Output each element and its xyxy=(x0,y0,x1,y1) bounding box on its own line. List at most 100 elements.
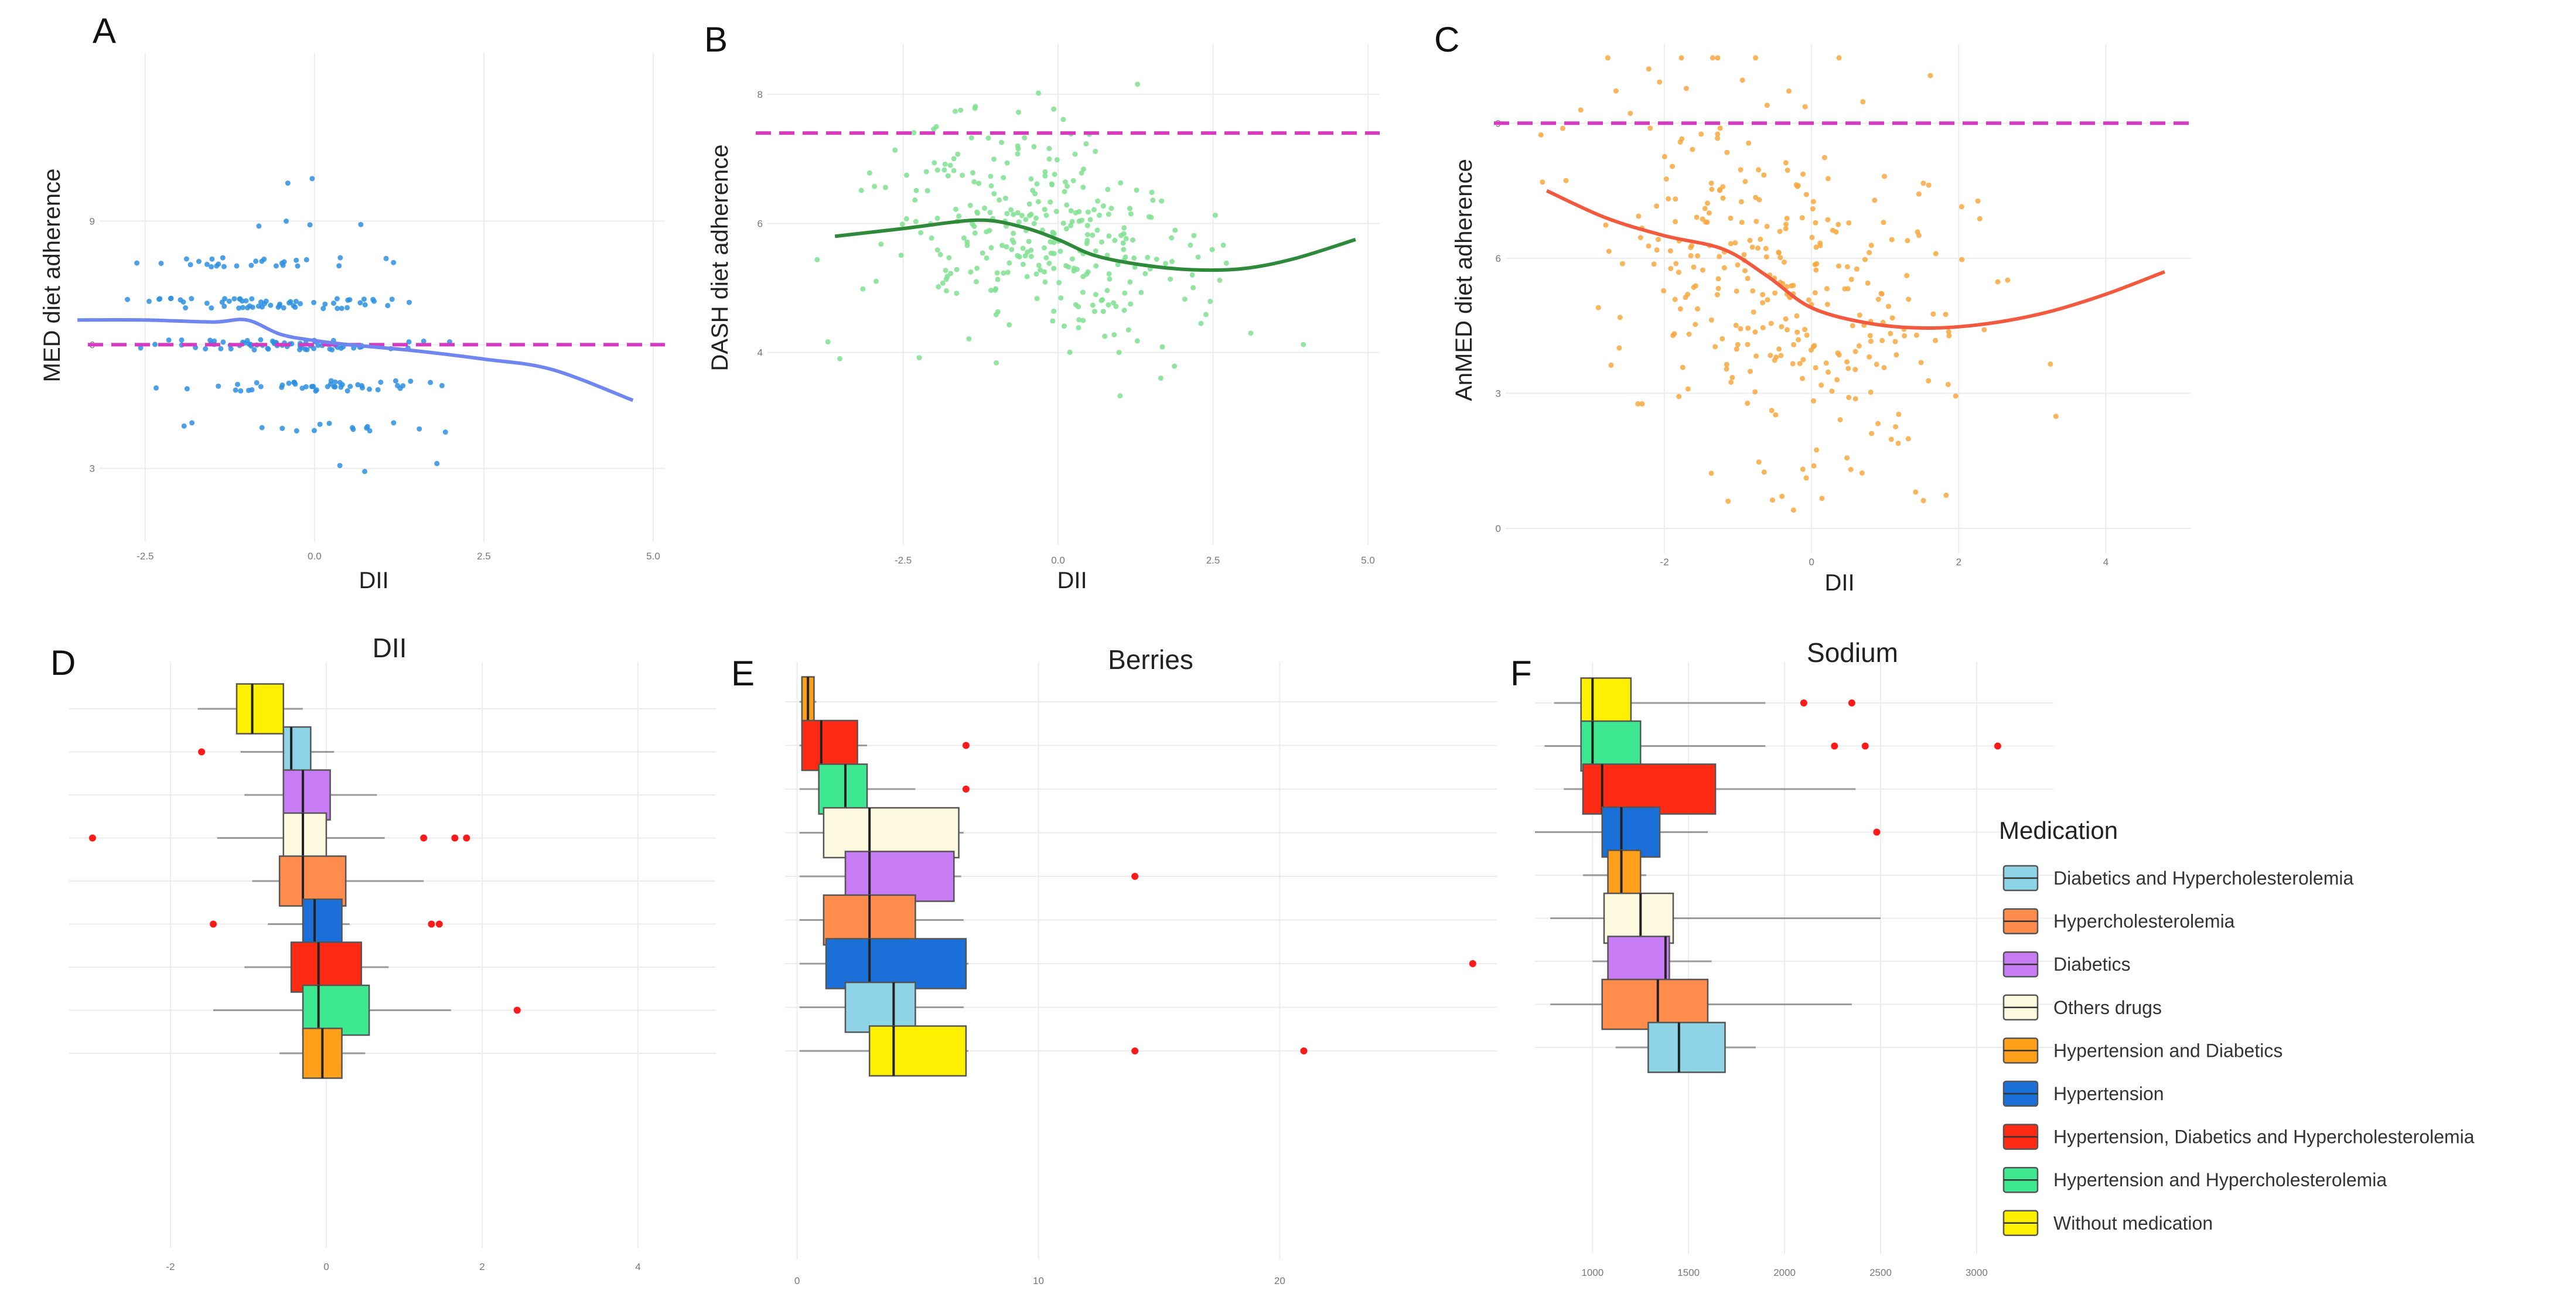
legend-item-label: Hypertension xyxy=(2053,1083,2164,1104)
panel-b-x-tick-label: -2.5 xyxy=(895,555,912,566)
panel-b-point xyxy=(947,162,953,168)
panel-b-point xyxy=(1011,240,1016,245)
panel-d-box xyxy=(278,855,347,907)
panel-b-point xyxy=(1028,254,1034,260)
panel-b-point xyxy=(892,147,898,153)
panel-f-outlier xyxy=(1861,742,1869,750)
panel-b-point xyxy=(1042,173,1048,179)
panel-c-point xyxy=(1663,176,1669,182)
panel-a-point xyxy=(344,388,350,394)
medication-legend: Medication Diabetics and Hypercholestero… xyxy=(1999,817,2475,1237)
panel-a-point xyxy=(209,256,215,262)
panel-b-point xyxy=(1098,298,1104,303)
panel-b-x-tick-label: 0.0 xyxy=(1051,555,1065,566)
panel-e-box xyxy=(844,851,955,902)
panel-c-point xyxy=(1677,139,1683,145)
panel-c-point xyxy=(1742,268,1748,274)
panel-c-point xyxy=(1806,297,1811,303)
panel-c-point xyxy=(1715,55,1721,61)
panel-c-point xyxy=(1735,342,1741,347)
panel-c-point xyxy=(1824,286,1830,292)
panel-a-point xyxy=(364,425,370,431)
panel-b-point xyxy=(1080,185,1086,190)
panel-b-point xyxy=(1145,254,1151,260)
panel-a-point xyxy=(389,296,395,302)
panel-a-point xyxy=(285,180,291,186)
panel-c-point xyxy=(1712,344,1718,350)
panel-b-point xyxy=(1106,271,1112,276)
panel-c-point xyxy=(1879,337,1885,343)
panel-b-point xyxy=(1008,207,1014,213)
panel-a-point xyxy=(371,298,377,304)
panel-b-point xyxy=(1048,239,1053,245)
panel-b-point xyxy=(1074,267,1080,272)
panel-b-point xyxy=(1028,247,1034,253)
panel-b-point xyxy=(1076,317,1082,323)
panel-a-y-tick-label: 9 xyxy=(90,216,95,227)
panel-b-point xyxy=(1043,255,1049,261)
panel-c-point xyxy=(1814,447,1820,453)
panel-c-point xyxy=(1848,276,1854,282)
panel-a-x-tick-label: 0.0 xyxy=(308,551,322,562)
panel-b-point xyxy=(1005,269,1011,275)
panel-a-point xyxy=(315,343,321,348)
panel-a: A MED diet adherence DII -2.50.02.55.036… xyxy=(39,11,665,593)
panel-c-point xyxy=(1783,160,1789,166)
panel-b-point xyxy=(973,104,978,110)
panel-b-point xyxy=(1034,296,1040,302)
panel-b-point xyxy=(1212,213,1218,218)
panel-a-point xyxy=(393,378,398,384)
panel-b-point xyxy=(1050,318,1056,324)
panel-a-point xyxy=(187,262,193,268)
panel-b-point xyxy=(1011,211,1016,217)
panel-b-point xyxy=(1064,226,1069,231)
panel-c-point xyxy=(1688,253,1694,258)
panel-a-point xyxy=(222,296,228,302)
panel-c-point xyxy=(1728,216,1734,221)
panel-c-point xyxy=(1916,191,1922,197)
panel-b-point xyxy=(858,187,864,193)
panel-a-point xyxy=(428,380,434,385)
panel-a-point xyxy=(166,337,172,343)
panel-c-point xyxy=(1913,332,1919,338)
panel-c-point xyxy=(1636,213,1642,219)
panel-f-box xyxy=(1601,978,1709,1030)
panel-c-point xyxy=(1776,250,1782,256)
panel-d-outlier xyxy=(420,834,428,842)
panel-a-point xyxy=(391,260,397,265)
panel-c-y-axis-title: AnMED diet adherence xyxy=(1451,159,1477,401)
panel-c-point xyxy=(1560,125,1565,131)
panel-c-point xyxy=(1913,489,1919,495)
panel-b-point xyxy=(1248,330,1254,336)
panel-a-x-tick-label: -2.5 xyxy=(137,551,153,562)
panel-f-title: Sodium xyxy=(1807,637,1898,668)
panel-c-point xyxy=(1995,279,2001,285)
panel-c-point xyxy=(1809,234,1815,240)
panel-e-box xyxy=(823,807,960,859)
panel-b-point xyxy=(943,276,949,282)
panel-b-point xyxy=(1028,211,1034,217)
panel-b-point xyxy=(951,168,957,173)
panel-b-point xyxy=(918,230,924,235)
panel-d-outlier xyxy=(428,920,435,928)
panel-f-ticks: 1000 1500 2000 2500 3000 xyxy=(1581,1267,1987,1278)
panel-b-point xyxy=(991,191,997,197)
panel-b-point xyxy=(1121,247,1127,252)
panel-a-x-axis-title: DII xyxy=(359,568,388,593)
panel-b-point xyxy=(1019,213,1025,219)
panel-b-point xyxy=(1154,257,1159,262)
panel-a-point xyxy=(226,298,232,304)
panel-c-point xyxy=(1862,257,1868,262)
panel-b-point xyxy=(1209,247,1215,252)
panel-f-outlier xyxy=(1994,742,2001,750)
panel-c-point xyxy=(1946,329,1951,334)
panel-a-point xyxy=(280,262,286,268)
panel-a-point xyxy=(249,296,255,302)
panel-a-point xyxy=(391,420,397,426)
panel-c-point xyxy=(1717,254,1722,260)
panel-b-point xyxy=(1034,181,1040,187)
panel-b-point xyxy=(1104,288,1110,293)
panel-c-point xyxy=(1760,325,1766,330)
panel-c-point xyxy=(1745,275,1751,281)
